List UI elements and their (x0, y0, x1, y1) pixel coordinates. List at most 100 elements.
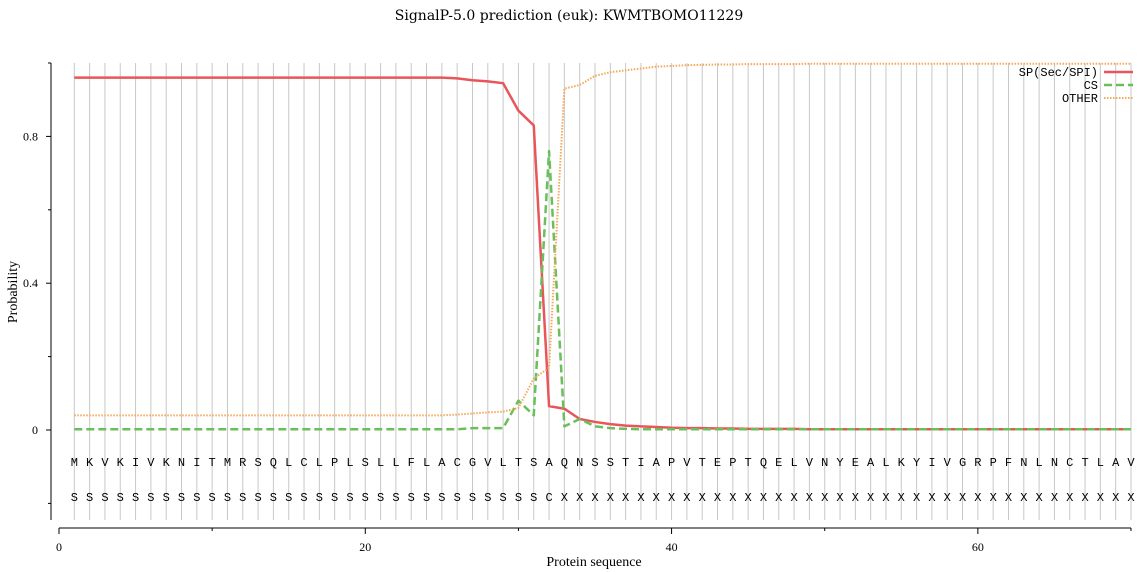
sequence-letter: T (622, 456, 629, 470)
annotation-letter: S (239, 491, 246, 505)
annotation-letter: S (515, 491, 522, 505)
annotation-letter: X (1112, 491, 1119, 505)
annotation-letter: S (500, 491, 507, 505)
sequence-letter: V (484, 456, 492, 470)
annotation-letter: S (132, 491, 139, 505)
annotation-letter: X (944, 491, 951, 505)
annotation-letter: S (377, 491, 384, 505)
sequence-letter: T (515, 456, 522, 470)
annotation-letter: S (285, 491, 292, 505)
y-tick-label: 0.4 (23, 276, 38, 290)
sequence-letter: E (714, 456, 721, 470)
annotation-letter: X (699, 491, 706, 505)
sequence-letter: I (637, 456, 644, 470)
sequence-letter: L (1036, 456, 1043, 470)
sequence-letter: V (806, 456, 814, 470)
annotation-letter: S (423, 491, 430, 505)
annotation-letter: X (1051, 491, 1058, 505)
annotation-letter: X (806, 491, 813, 505)
chart-title: SignalP-5.0 prediction (euk): KWMTBOMO11… (395, 8, 743, 24)
sequence-letter: T (699, 456, 706, 470)
annotation-letter: X (607, 491, 614, 505)
x-axis-label: Protein sequence (546, 555, 641, 570)
sequence-letter: A (1112, 456, 1120, 470)
series-lines (74, 62, 1131, 431)
sequence-letter: A (438, 456, 446, 470)
annotation-letter: X (683, 491, 690, 505)
sequence-letter: I (132, 456, 139, 470)
sequence-letter: A (867, 456, 875, 470)
annotation-letter: X (653, 491, 660, 505)
legend-label: SP(Sec/SPI) (1019, 66, 1098, 80)
sequence-letter: A (545, 456, 553, 470)
sequence-letter: L (790, 456, 797, 470)
annotation-letter: S (454, 491, 461, 505)
sequence-letter: L (500, 456, 507, 470)
sequence-letter: E (775, 456, 782, 470)
sequence-letter: P (668, 456, 675, 470)
sequence-letter: I (193, 456, 200, 470)
annotation-letter: X (882, 491, 889, 505)
sequence-letter: V (101, 456, 109, 470)
x-tick-label: 20 (359, 540, 371, 554)
annotation-letter: S (254, 491, 261, 505)
annotation-letter: X (1020, 491, 1027, 505)
sequence-letter: S (254, 456, 261, 470)
annotation-letter: S (117, 491, 124, 505)
sequence-letter: S (530, 456, 537, 470)
sequence-letter: L (346, 456, 353, 470)
sequence-letter: Q (270, 456, 277, 470)
sequence-letter: T (745, 456, 752, 470)
x-tick-label: 0 (56, 540, 62, 554)
annotation-letter: S (530, 491, 537, 505)
annotation-letter: X (637, 491, 644, 505)
sequence-letter: L (882, 456, 889, 470)
annotation-letter: X (745, 491, 752, 505)
sequence-letter: M (71, 456, 78, 470)
annotation-letter: S (408, 491, 415, 505)
sequence-letter: N (1020, 456, 1027, 470)
annotation-letter: X (729, 491, 736, 505)
annotation-letter: X (898, 491, 905, 505)
sequence-letter: S (362, 456, 369, 470)
series-line-0 (74, 76, 1131, 431)
sequence-letter: R (974, 456, 981, 470)
sequence-letter: N (576, 456, 583, 470)
annotation-letter: S (209, 491, 216, 505)
annotation-letter: X (1127, 491, 1134, 505)
annotation-letter: S (270, 491, 277, 505)
annotation-letter: S (346, 491, 353, 505)
y-axis-label: Probability (6, 261, 21, 323)
sequence-letter: E (852, 456, 859, 470)
annotation-letter: X (852, 491, 859, 505)
annotation-letter: X (836, 491, 843, 505)
sequence-letter: N (821, 456, 828, 470)
annotation-letter: S (101, 491, 108, 505)
sequence-letter: S (591, 456, 598, 470)
series-line-1 (74, 149, 1131, 431)
annotation-letter: S (178, 491, 185, 505)
sequence-letter: L (285, 456, 292, 470)
grid-lines (73, 63, 1132, 520)
series-line-2 (74, 62, 1131, 417)
annotation-letter: X (928, 491, 935, 505)
sequence-letter: K (163, 456, 171, 470)
annotation-letter: X (1081, 491, 1088, 505)
sequence-letter: C (1066, 456, 1073, 470)
sequence-letter: P (729, 456, 736, 470)
sequence-letter: P (990, 456, 997, 470)
sequence-letter: F (1005, 456, 1012, 470)
annotation-letter: C (545, 491, 552, 505)
sequence-letter: Q (561, 456, 568, 470)
sequence-letter: V (1127, 456, 1135, 470)
y-tick-label: 0.8 (23, 129, 38, 143)
sequence-letter: C (300, 456, 307, 470)
annotation-letter: S (71, 491, 78, 505)
sequence-letter: T (209, 456, 216, 470)
sequence-letter: L (392, 456, 399, 470)
sequence-letter: V (944, 456, 952, 470)
annotation-letter: S (484, 491, 491, 505)
